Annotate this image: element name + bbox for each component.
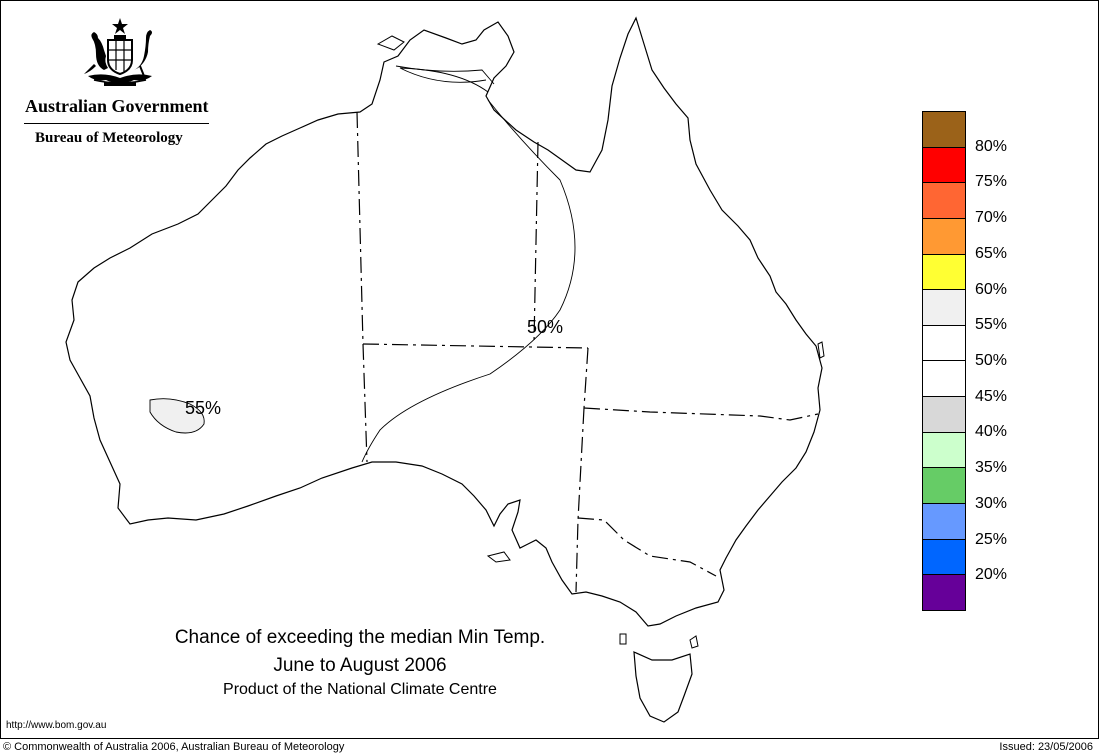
legend-swatch	[923, 361, 965, 398]
legend-swatch	[923, 254, 965, 291]
legend-labels: 80% 75% 70% 65% 60% 55% 50% 45% 40% 35% 30% 25% 20%	[975, 111, 1035, 611]
contour-north	[395, 65, 495, 85]
government-logo: Australian Government Bureau of Meteorol…	[22, 16, 212, 151]
copyright-notice: © Commonwealth of Australia 2006, Austra…	[3, 741, 345, 753]
legend-label: 75%	[975, 173, 1008, 191]
legend-label: 60%	[975, 280, 1008, 298]
legend-swatch	[923, 147, 965, 184]
map-producer: Product of the National Climate Centre	[223, 681, 497, 698]
sa-nsw-border	[575, 407, 585, 593]
qld-nsw-border	[583, 407, 819, 421]
legend-swatch	[923, 325, 965, 362]
legend-label: 35%	[975, 459, 1008, 477]
legend-swatch	[923, 575, 965, 610]
coat-of-arms-icon	[84, 18, 152, 86]
qld-sa-border	[583, 347, 589, 409]
legend-swatch	[923, 290, 965, 326]
king-island	[619, 633, 627, 645]
kangaroo-island	[486, 551, 511, 563]
logo-divider	[24, 123, 209, 124]
government-name: Australian Government	[25, 96, 209, 116]
legend-swatch	[923, 397, 965, 433]
contour-50	[361, 67, 576, 463]
legend-label: 65%	[975, 244, 1008, 262]
legend-swatch	[923, 112, 965, 148]
legend-label: 30%	[975, 494, 1008, 512]
map-title-block: Chance of exceeding the median Min Temp.…	[140, 624, 580, 700]
legend-swatch	[923, 504, 965, 540]
mainland-coastline	[65, 16, 823, 627]
legend-label: 20%	[975, 566, 1008, 584]
tasmania-coastline	[633, 651, 693, 723]
legend-swatch	[923, 468, 965, 505]
nt-qld-border	[533, 141, 539, 343]
nt-sa-border	[362, 343, 589, 349]
legend-label: 50%	[975, 352, 1008, 369]
legend-label: 40%	[975, 423, 1008, 441]
issued-date: Issued: 23/05/2006	[999, 741, 1093, 753]
website-link[interactable]: http://www.bom.gov.au	[6, 720, 107, 731]
region-55-percent	[149, 398, 205, 434]
legend-label: 45%	[975, 387, 1008, 405]
legend-swatch	[923, 218, 965, 255]
fraser-island	[817, 341, 825, 359]
melville-island	[376, 35, 405, 51]
map-period: June to August 2006	[273, 655, 447, 676]
probability-legend	[922, 111, 966, 611]
map-title: Chance of exceeding the median Min Temp.	[174, 627, 546, 648]
nsw-vic-border	[577, 517, 717, 577]
legend-label: 55%	[975, 316, 1008, 334]
flinders-island	[689, 635, 699, 649]
legend-swatch	[923, 183, 965, 219]
region-label-50: 50%	[527, 317, 563, 337]
legend-label: 25%	[975, 530, 1008, 548]
legend-label: 80%	[975, 137, 1008, 155]
legend-swatch	[923, 539, 965, 576]
region-label-55: 55%	[185, 398, 221, 418]
legend-swatch	[923, 432, 965, 469]
legend-label: 70%	[975, 209, 1008, 227]
agency-name: Bureau of Meteorology	[35, 130, 183, 146]
